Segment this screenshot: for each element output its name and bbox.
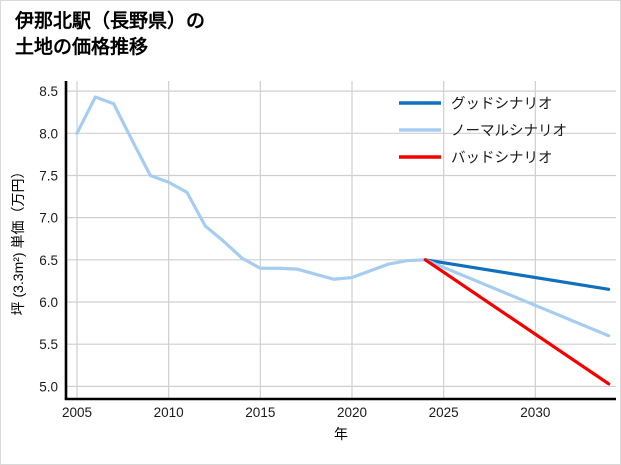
x-tick-label: 2015 xyxy=(245,405,275,420)
series-line-1 xyxy=(423,258,611,291)
axis-titles: 年 坪 (3.3m²) 単価（万円） xyxy=(10,165,348,442)
x-tick-label: 2005 xyxy=(62,405,92,420)
axis-spines xyxy=(64,81,616,401)
y-tick-label: 8.5 xyxy=(39,84,58,99)
series-line-2 xyxy=(423,258,611,338)
y-tick-label: 6.5 xyxy=(39,253,58,268)
series-line-0 xyxy=(75,95,427,281)
chart-title: 伊那北駅（長野県）の 土地の価格推移 xyxy=(15,11,206,58)
legend-label-1: ノーマルシナリオ xyxy=(451,124,567,140)
y-tick-label: 5.5 xyxy=(39,337,58,352)
y-tick-label: 8.0 xyxy=(39,126,58,141)
x-tick-label: 2010 xyxy=(154,405,184,420)
gridlines-group xyxy=(66,81,616,399)
y-tick-labels: 5.0 5.5 6.0 6.5 7.0 7.5 8.0 8.5 xyxy=(39,84,58,394)
series-line-3 xyxy=(423,258,611,386)
y-tick-label: 6.0 xyxy=(39,295,58,310)
legend-label-0: グッドシナリオ xyxy=(451,96,553,113)
y-tick-label: 7.5 xyxy=(39,168,58,183)
y-tick-label: 7.0 xyxy=(39,211,58,226)
legend-label-2: バッドシナリオ xyxy=(451,151,553,167)
x-tick-label: 2020 xyxy=(337,405,367,420)
x-tick-label: 2030 xyxy=(520,405,550,420)
x-axis-title: 年 xyxy=(334,426,348,442)
x-tick-labels: 2005 2010 2015 2020 2025 2030 xyxy=(62,405,550,420)
series-group xyxy=(75,95,611,386)
x-tick-label: 2025 xyxy=(429,405,459,420)
y-tick-label: 5.0 xyxy=(39,379,58,394)
y-axis-title: 坪 (3.3m²) 単価（万円） xyxy=(10,165,26,316)
